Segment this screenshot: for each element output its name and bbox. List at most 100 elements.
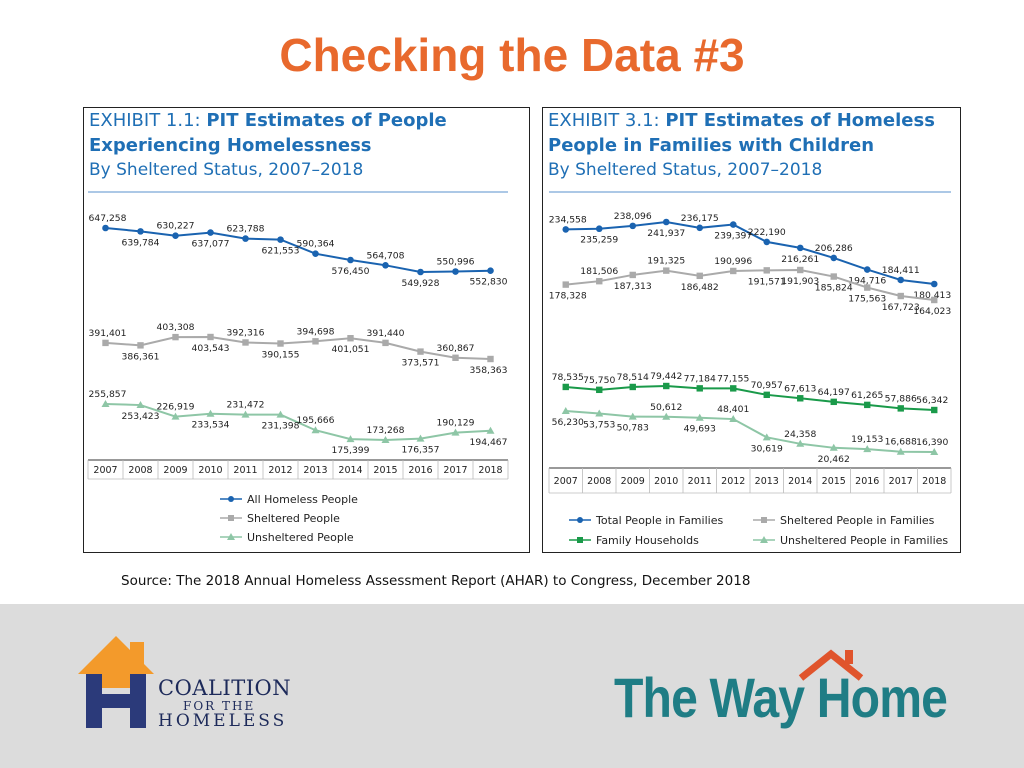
data-point <box>897 276 905 284</box>
data-label: 194,467 <box>470 437 508 448</box>
data-point <box>451 428 460 436</box>
legend-label: Unsheltered People in Families <box>780 534 948 547</box>
data-label: 19,153 <box>851 434 883 445</box>
data-point <box>137 342 144 349</box>
data-label: 77,155 <box>717 373 749 384</box>
data-point <box>102 224 109 232</box>
x-tick-label: 2016 <box>408 465 432 476</box>
data-label: 79,442 <box>650 371 682 382</box>
data-point <box>830 273 837 280</box>
data-label: 360,867 <box>437 343 475 354</box>
data-point <box>562 281 569 288</box>
series-line <box>565 220 935 285</box>
exhibit-3-1-title-line-2: People in Families with Children <box>548 135 875 156</box>
wayhome-logo-text: The Way Home <box>614 666 948 729</box>
data-label: 16,390 <box>916 437 948 448</box>
data-point <box>242 235 249 242</box>
x-tick-label: 2014 <box>338 465 362 476</box>
data-label: 191,325 <box>647 256 685 267</box>
data-point <box>763 267 770 274</box>
data-label: 216,261 <box>781 254 819 265</box>
data-point <box>796 439 805 447</box>
coalition-logo-line-1: COALITION <box>158 676 292 700</box>
legend-marker <box>228 496 234 502</box>
data-label: 191,903 <box>781 276 819 287</box>
data-point <box>277 236 284 243</box>
data-label: 78,514 <box>617 372 649 383</box>
data-point <box>662 218 670 226</box>
data-point <box>629 383 636 391</box>
exhibit-1-1-subtitle: By Sheltered Status, 2007–2018 <box>89 160 364 180</box>
data-label: 164,023 <box>913 306 951 317</box>
data-label: 190,129 <box>437 418 475 429</box>
legend-label: Sheltered People <box>247 512 340 525</box>
data-point <box>696 272 703 280</box>
data-point <box>241 410 250 418</box>
data-point <box>562 226 570 233</box>
data-point <box>347 256 354 264</box>
x-tick-label: 2018 <box>478 465 502 476</box>
x-tick-label: 2011 <box>233 465 257 476</box>
x-tick-label: 2009 <box>621 476 645 487</box>
series-line <box>565 384 935 411</box>
data-point <box>829 443 838 451</box>
data-label: 175,563 <box>848 294 886 305</box>
x-tick-label: 2017 <box>889 476 913 487</box>
data-label: 180,413 <box>913 290 951 301</box>
data-point <box>561 407 570 414</box>
x-tick-label: 2008 <box>587 476 611 487</box>
source-citation: Source: The 2018 Annual Homeless Assessm… <box>121 573 751 589</box>
x-tick-label: 2018 <box>922 476 946 487</box>
exhibit-3-1-heading: EXHIBIT 3.1: PIT Estimates of Homeless P… <box>548 108 935 183</box>
data-point <box>452 268 459 275</box>
exhibit-1-1-label: EXHIBIT 1.1: <box>89 110 201 131</box>
data-point <box>416 434 425 442</box>
series-line <box>105 335 491 360</box>
data-point <box>897 405 904 412</box>
x-tick-label: 2009 <box>163 465 187 476</box>
data-point <box>172 333 179 341</box>
x-tick-label: 2013 <box>755 476 779 487</box>
data-label: 576,450 <box>332 266 370 277</box>
slide-title: Checking the Data #3 <box>279 29 745 81</box>
data-point <box>930 448 939 455</box>
data-label: 184,411 <box>882 265 920 276</box>
data-label: 403,308 <box>157 322 195 333</box>
data-point <box>629 222 637 230</box>
data-point <box>417 268 424 276</box>
exhibit-1-1-heading: EXHIBIT 1.1: PIT Estimates of People Exp… <box>89 108 447 183</box>
data-point <box>312 338 319 345</box>
data-point <box>931 296 938 304</box>
data-point <box>347 335 354 342</box>
data-label: 50,783 <box>617 423 649 434</box>
data-point <box>137 228 144 235</box>
data-label: 253,423 <box>122 411 160 422</box>
data-point <box>277 340 284 347</box>
data-label: 621,553 <box>262 246 300 257</box>
data-label: 549,928 <box>402 278 440 289</box>
data-point <box>662 412 671 420</box>
exhibit-1-1-title-line-2: Experiencing Homelessness <box>89 135 372 156</box>
footer-band <box>0 604 1024 768</box>
data-label: 639,784 <box>122 237 160 248</box>
data-label: 176,357 <box>402 445 440 456</box>
legend-label: All Homeless People <box>247 493 358 506</box>
data-label: 394,698 <box>297 326 335 337</box>
data-point <box>101 400 110 407</box>
data-label: 222,190 <box>748 227 786 238</box>
data-label: 56,342 <box>916 395 948 406</box>
legend-marker <box>577 517 583 523</box>
series-line <box>105 403 491 442</box>
data-point <box>207 333 214 341</box>
data-point <box>171 412 180 420</box>
legend-marker <box>760 536 768 543</box>
data-label: 78,535 <box>552 372 584 383</box>
x-tick-label: 2007 <box>554 476 578 487</box>
data-point <box>863 445 872 453</box>
data-label: 194,716 <box>848 276 886 287</box>
x-tick-label: 2015 <box>373 465 397 476</box>
data-label: 564,708 <box>367 250 405 261</box>
wayhome-roof-icon <box>798 649 864 681</box>
data-label: 67,613 <box>784 383 816 394</box>
legend-marker <box>228 515 234 521</box>
